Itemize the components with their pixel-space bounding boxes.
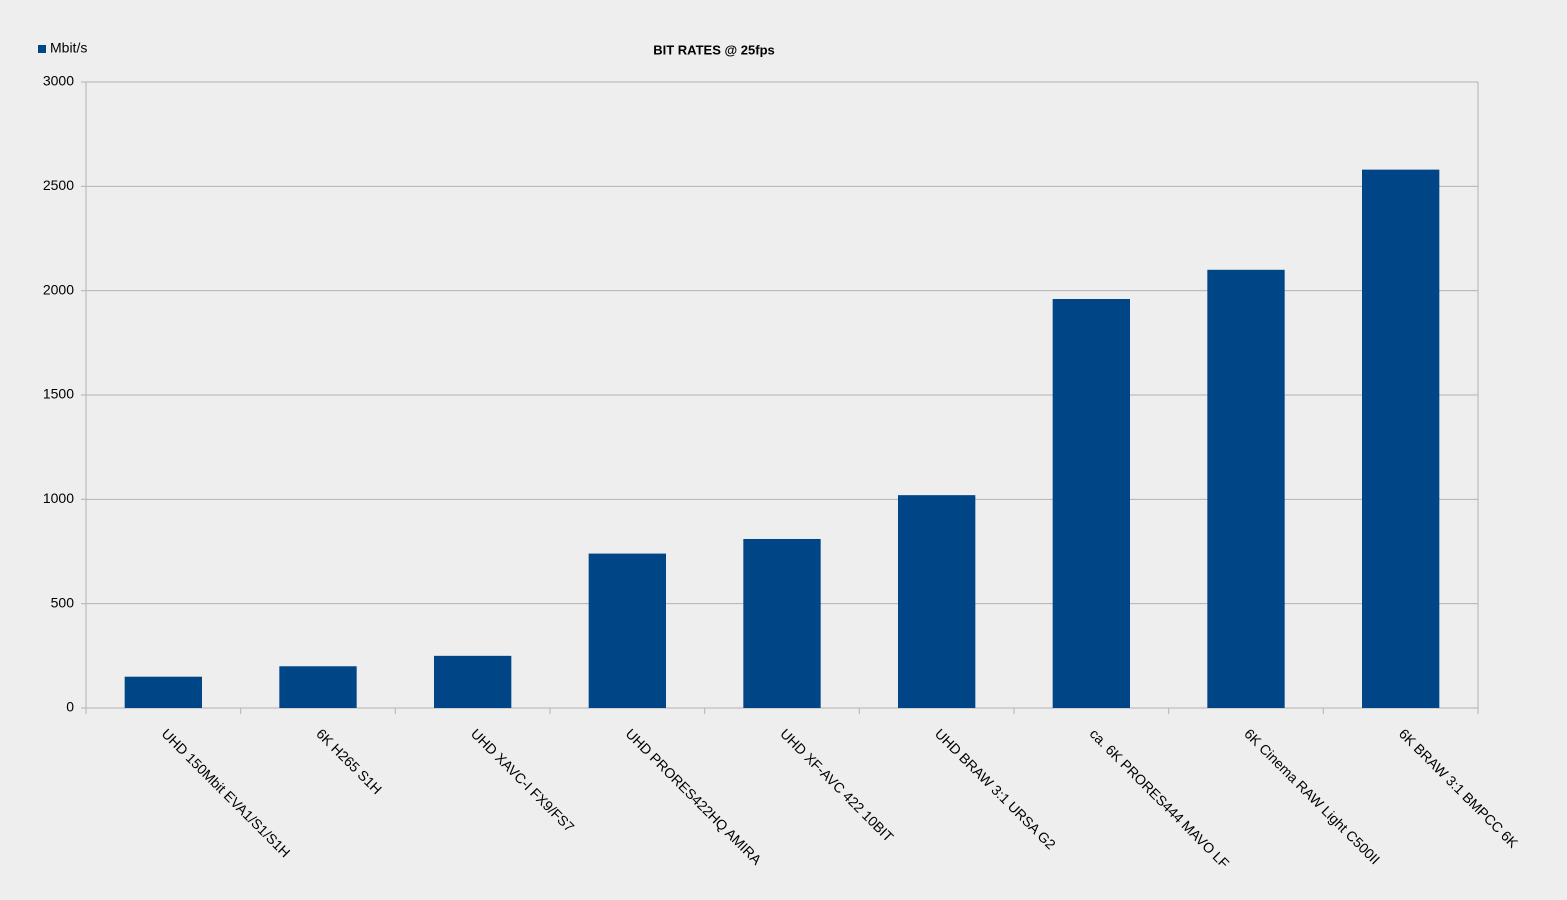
x-tick-label: UHD BRAW 3:1 URSA G2 (932, 725, 1059, 852)
bar (588, 553, 666, 708)
y-tick-label: 3000 (43, 73, 74, 89)
legend-label: Mbit/s (50, 40, 87, 56)
y-tick-label: 1500 (43, 386, 74, 402)
bar (1052, 299, 1130, 708)
x-tick-label: 6K H265 S1H (313, 725, 385, 797)
y-tick-label: 2000 (43, 281, 74, 297)
y-tick-label: 0 (66, 699, 74, 715)
x-tick-label: UHD 150Mbit EVA1/S1/S1H (159, 725, 294, 860)
bar (124, 676, 202, 708)
x-tick-label: 6K BRAW 3:1 BMPCC 6K (1396, 725, 1522, 851)
y-tick-label: 1000 (43, 490, 74, 506)
x-tick-label: UHD XF-AVC 422 10BIT (777, 725, 897, 845)
bar (1362, 169, 1440, 708)
bar (434, 655, 512, 708)
legend-swatch (38, 45, 46, 53)
x-tick-label: UHD XAVC-I FX9/FS7 (468, 725, 578, 835)
chart-title: BIT RATES @ 25fps (653, 42, 775, 57)
bar (743, 538, 821, 708)
bar (898, 495, 976, 708)
bar (279, 666, 357, 708)
bar (1207, 269, 1285, 708)
y-tick-label: 500 (51, 594, 75, 610)
x-tick-label: 6K Cinema RAW Light C500II (1241, 725, 1383, 867)
x-tick-label: UHD PRORES422HQ AMIRA (623, 725, 766, 868)
x-tick-label: ca. 6K PRORES444 MAVO LF (1087, 725, 1233, 871)
y-tick-label: 2500 (43, 177, 74, 193)
